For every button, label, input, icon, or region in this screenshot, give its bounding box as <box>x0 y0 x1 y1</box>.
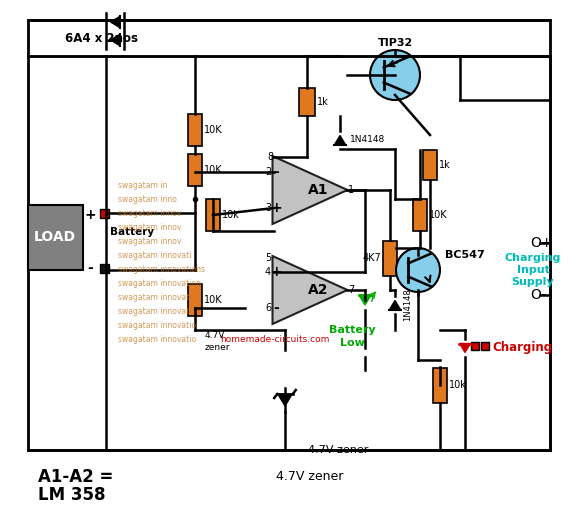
Text: 1N4148: 1N4148 <box>403 289 412 321</box>
Text: TIP32: TIP32 <box>377 38 413 48</box>
Text: 1N4148: 1N4148 <box>350 135 385 145</box>
Bar <box>383 240 397 275</box>
Text: A1: A1 <box>308 183 328 197</box>
Polygon shape <box>272 256 348 324</box>
Text: A2: A2 <box>308 283 328 297</box>
Text: 4.7V zener: 4.7V zener <box>308 445 368 455</box>
Bar <box>28 205 83 270</box>
Text: Low: Low <box>339 338 365 348</box>
Text: swagatam innovatio: swagatam innovatio <box>118 321 196 329</box>
Polygon shape <box>390 300 400 309</box>
Bar <box>423 150 437 180</box>
Text: 4.7V: 4.7V <box>205 331 225 341</box>
Text: homemade-circuits.com: homemade-circuits.com <box>220 335 329 345</box>
Bar <box>471 342 479 350</box>
Text: 10K: 10K <box>204 125 223 135</box>
Text: LOAD: LOAD <box>34 230 76 244</box>
Circle shape <box>370 50 420 100</box>
Text: Charging: Charging <box>492 342 552 354</box>
Bar <box>100 264 109 273</box>
Bar <box>188 114 202 146</box>
Text: 4: 4 <box>265 267 271 277</box>
Text: swagatam innov: swagatam innov <box>118 222 181 232</box>
Bar <box>481 342 489 350</box>
Text: 6A4 x 2nos: 6A4 x 2nos <box>65 32 138 44</box>
Text: 10K: 10K <box>204 165 223 175</box>
Text: swagatam innovations: swagatam innovations <box>118 265 205 273</box>
Bar <box>206 199 220 231</box>
Text: +: + <box>84 208 96 222</box>
Text: swagatam in: swagatam in <box>118 181 168 189</box>
Text: +: + <box>270 265 282 279</box>
Text: 8: 8 <box>267 152 273 162</box>
Text: swagatam innovati: swagatam innovati <box>118 250 192 260</box>
Text: -: - <box>273 301 279 315</box>
Bar <box>413 199 427 231</box>
Text: zener: zener <box>205 344 230 353</box>
Polygon shape <box>460 344 470 353</box>
Text: 1: 1 <box>348 185 354 195</box>
Text: Battery: Battery <box>110 227 154 237</box>
Text: A1-A2 =: A1-A2 = <box>38 468 113 486</box>
Text: 6: 6 <box>265 303 271 313</box>
Text: LM 358: LM 358 <box>38 486 105 504</box>
Circle shape <box>396 248 440 292</box>
Polygon shape <box>278 394 292 406</box>
Text: 4K7: 4K7 <box>362 253 381 263</box>
Text: 10K: 10K <box>204 295 223 305</box>
Text: Input: Input <box>517 265 549 275</box>
Polygon shape <box>111 35 119 45</box>
Bar <box>188 154 202 186</box>
Text: O+: O+ <box>530 236 553 250</box>
Polygon shape <box>272 156 348 224</box>
Text: swagatam innov: swagatam innov <box>118 237 181 245</box>
Text: swagatam innovation: swagatam innovation <box>118 278 201 288</box>
Text: 2: 2 <box>265 167 271 177</box>
Bar <box>433 367 447 403</box>
Text: Charging: Charging <box>505 253 561 263</box>
Bar <box>28 20 550 450</box>
Text: BC547: BC547 <box>445 250 485 260</box>
Text: 10k: 10k <box>449 380 467 390</box>
Text: O-: O- <box>530 288 546 302</box>
Text: -: - <box>87 261 93 275</box>
Text: 3: 3 <box>265 203 271 213</box>
Text: 1k: 1k <box>317 97 329 107</box>
Polygon shape <box>111 17 119 27</box>
Text: swagatam innovatio: swagatam innovatio <box>118 334 196 344</box>
Text: 10k: 10k <box>222 210 240 220</box>
Text: Battery: Battery <box>329 325 375 335</box>
Text: swagatam innov: swagatam innov <box>118 209 181 217</box>
Text: 10K: 10K <box>429 210 447 220</box>
Polygon shape <box>359 295 371 305</box>
Text: swagatam innovati: swagatam innovati <box>118 293 192 301</box>
Bar <box>188 284 202 316</box>
Text: swagatam inno: swagatam inno <box>118 194 177 204</box>
Text: 5: 5 <box>265 253 271 263</box>
Text: +: + <box>270 201 282 215</box>
Bar <box>100 209 109 218</box>
Text: 7: 7 <box>348 285 354 295</box>
Text: swagatam innovati: swagatam innovati <box>118 306 192 316</box>
Bar <box>299 88 315 116</box>
Text: 1k: 1k <box>439 160 451 170</box>
Text: Supply: Supply <box>512 277 554 287</box>
Polygon shape <box>335 135 345 145</box>
Text: 4.7V zener: 4.7V zener <box>276 470 344 483</box>
Text: -: - <box>273 165 279 179</box>
